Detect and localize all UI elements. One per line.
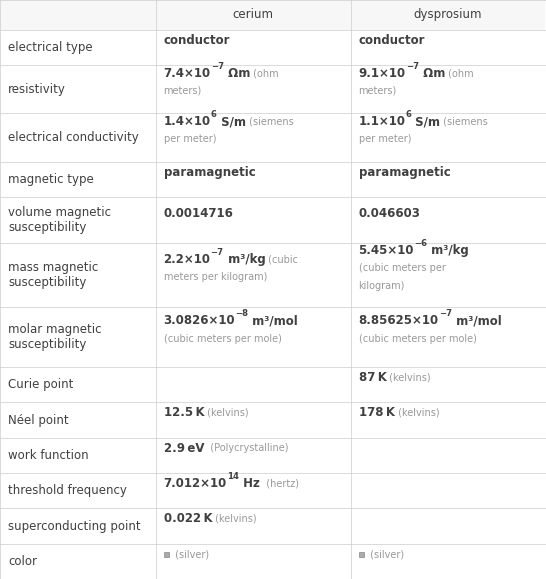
Text: 3.0826×10: 3.0826×10 [164,314,235,328]
Text: Néel point: Néel point [8,413,69,427]
Text: (Polycrystalline): (Polycrystalline) [204,444,289,453]
Text: m³/kg: m³/kg [224,252,265,266]
Text: superconducting point: superconducting point [8,519,141,533]
Text: (ohm: (ohm [250,68,279,78]
Text: kilogram): kilogram) [359,281,405,291]
Text: Ωm: Ωm [419,67,445,80]
Text: meters per kilogram): meters per kilogram) [164,272,267,282]
Text: 5.45×10: 5.45×10 [359,244,414,257]
Text: meters): meters) [359,86,397,96]
Text: 2.9 eV: 2.9 eV [164,442,204,455]
Text: (silver): (silver) [366,549,403,559]
Text: cerium: cerium [233,8,274,21]
Bar [0,544,546,579]
Text: 1.4×10: 1.4×10 [164,115,211,128]
Text: resistivity: resistivity [8,83,66,96]
Bar [0,508,546,544]
Text: Curie point: Curie point [8,378,73,391]
Text: Ωm: Ωm [224,67,250,80]
Text: m³/mol: m³/mol [452,314,501,328]
Text: −7: −7 [211,247,224,256]
Text: 7.4×10: 7.4×10 [164,67,211,80]
Text: work function: work function [8,449,88,462]
Text: (cubic meters per: (cubic meters per [359,263,446,273]
Text: 2.2×10: 2.2×10 [164,252,211,266]
Bar [0,244,546,307]
Text: 0.0014716: 0.0014716 [164,207,234,219]
Text: 0.046603: 0.046603 [359,207,420,219]
Text: paramagnetic: paramagnetic [164,166,256,179]
Text: (siemens: (siemens [246,116,293,127]
Text: conductor: conductor [359,34,425,47]
Text: 8.85625×10: 8.85625×10 [359,314,438,328]
Text: mass magnetic
susceptibility: mass magnetic susceptibility [8,261,98,289]
Text: −6: −6 [414,239,427,248]
Bar [359,552,364,557]
Bar [0,307,546,367]
Text: dysprosium: dysprosium [414,8,482,21]
Text: −7: −7 [211,61,224,71]
Text: S/m: S/m [411,115,441,128]
Text: (cubic meters per mole): (cubic meters per mole) [359,334,477,344]
Text: meters): meters) [164,86,202,96]
Text: 14: 14 [227,472,239,481]
Bar [0,30,546,65]
Bar [0,0,156,30]
Text: 6: 6 [211,110,217,119]
Text: m³/kg: m³/kg [427,244,469,257]
Text: electrical type: electrical type [8,41,93,54]
Text: 7.012×10: 7.012×10 [164,477,227,490]
Text: threshold frequency: threshold frequency [8,484,127,497]
Text: 9.1×10: 9.1×10 [359,67,406,80]
Bar [0,438,546,473]
Text: −7: −7 [438,309,452,318]
Text: Hz: Hz [239,477,260,490]
Text: 87 K: 87 K [359,371,387,384]
Bar [164,552,169,557]
Text: 12.5 K: 12.5 K [164,406,204,420]
Text: 0.022 K: 0.022 K [164,512,212,525]
Bar [0,65,546,113]
Text: 1.1×10: 1.1×10 [359,115,406,128]
Bar [351,0,545,30]
Bar [0,113,546,162]
Text: 178 K: 178 K [359,406,395,420]
Text: 6: 6 [406,110,411,119]
Bar [0,162,546,197]
Text: (silver): (silver) [171,549,209,559]
Bar [0,367,546,402]
Bar [0,402,546,438]
Text: paramagnetic: paramagnetic [359,166,450,179]
Text: molar magnetic
susceptibility: molar magnetic susceptibility [8,323,102,351]
Text: (hertz): (hertz) [260,479,299,489]
Text: per meter): per meter) [164,134,216,144]
Bar [0,473,546,508]
Text: −7: −7 [406,61,419,71]
Text: (kelvins): (kelvins) [204,408,249,418]
Text: color: color [8,555,37,568]
Text: −8: −8 [235,309,248,318]
Text: m³/mol: m³/mol [248,314,298,328]
Text: (kelvins): (kelvins) [395,408,439,418]
Text: (cubic: (cubic [265,254,298,264]
Text: (cubic meters per mole): (cubic meters per mole) [164,334,282,344]
Text: (ohm: (ohm [445,68,474,78]
Bar [156,0,351,30]
Text: magnetic type: magnetic type [8,173,94,186]
Text: (siemens: (siemens [441,116,488,127]
Text: (kelvins): (kelvins) [212,514,257,524]
Text: electrical conductivity: electrical conductivity [8,131,139,144]
Bar [0,197,546,244]
Text: S/m: S/m [217,115,246,128]
Text: conductor: conductor [164,34,230,47]
Text: volume magnetic
susceptibility: volume magnetic susceptibility [8,206,111,234]
Text: (kelvins): (kelvins) [387,373,431,383]
Text: per meter): per meter) [359,134,411,144]
